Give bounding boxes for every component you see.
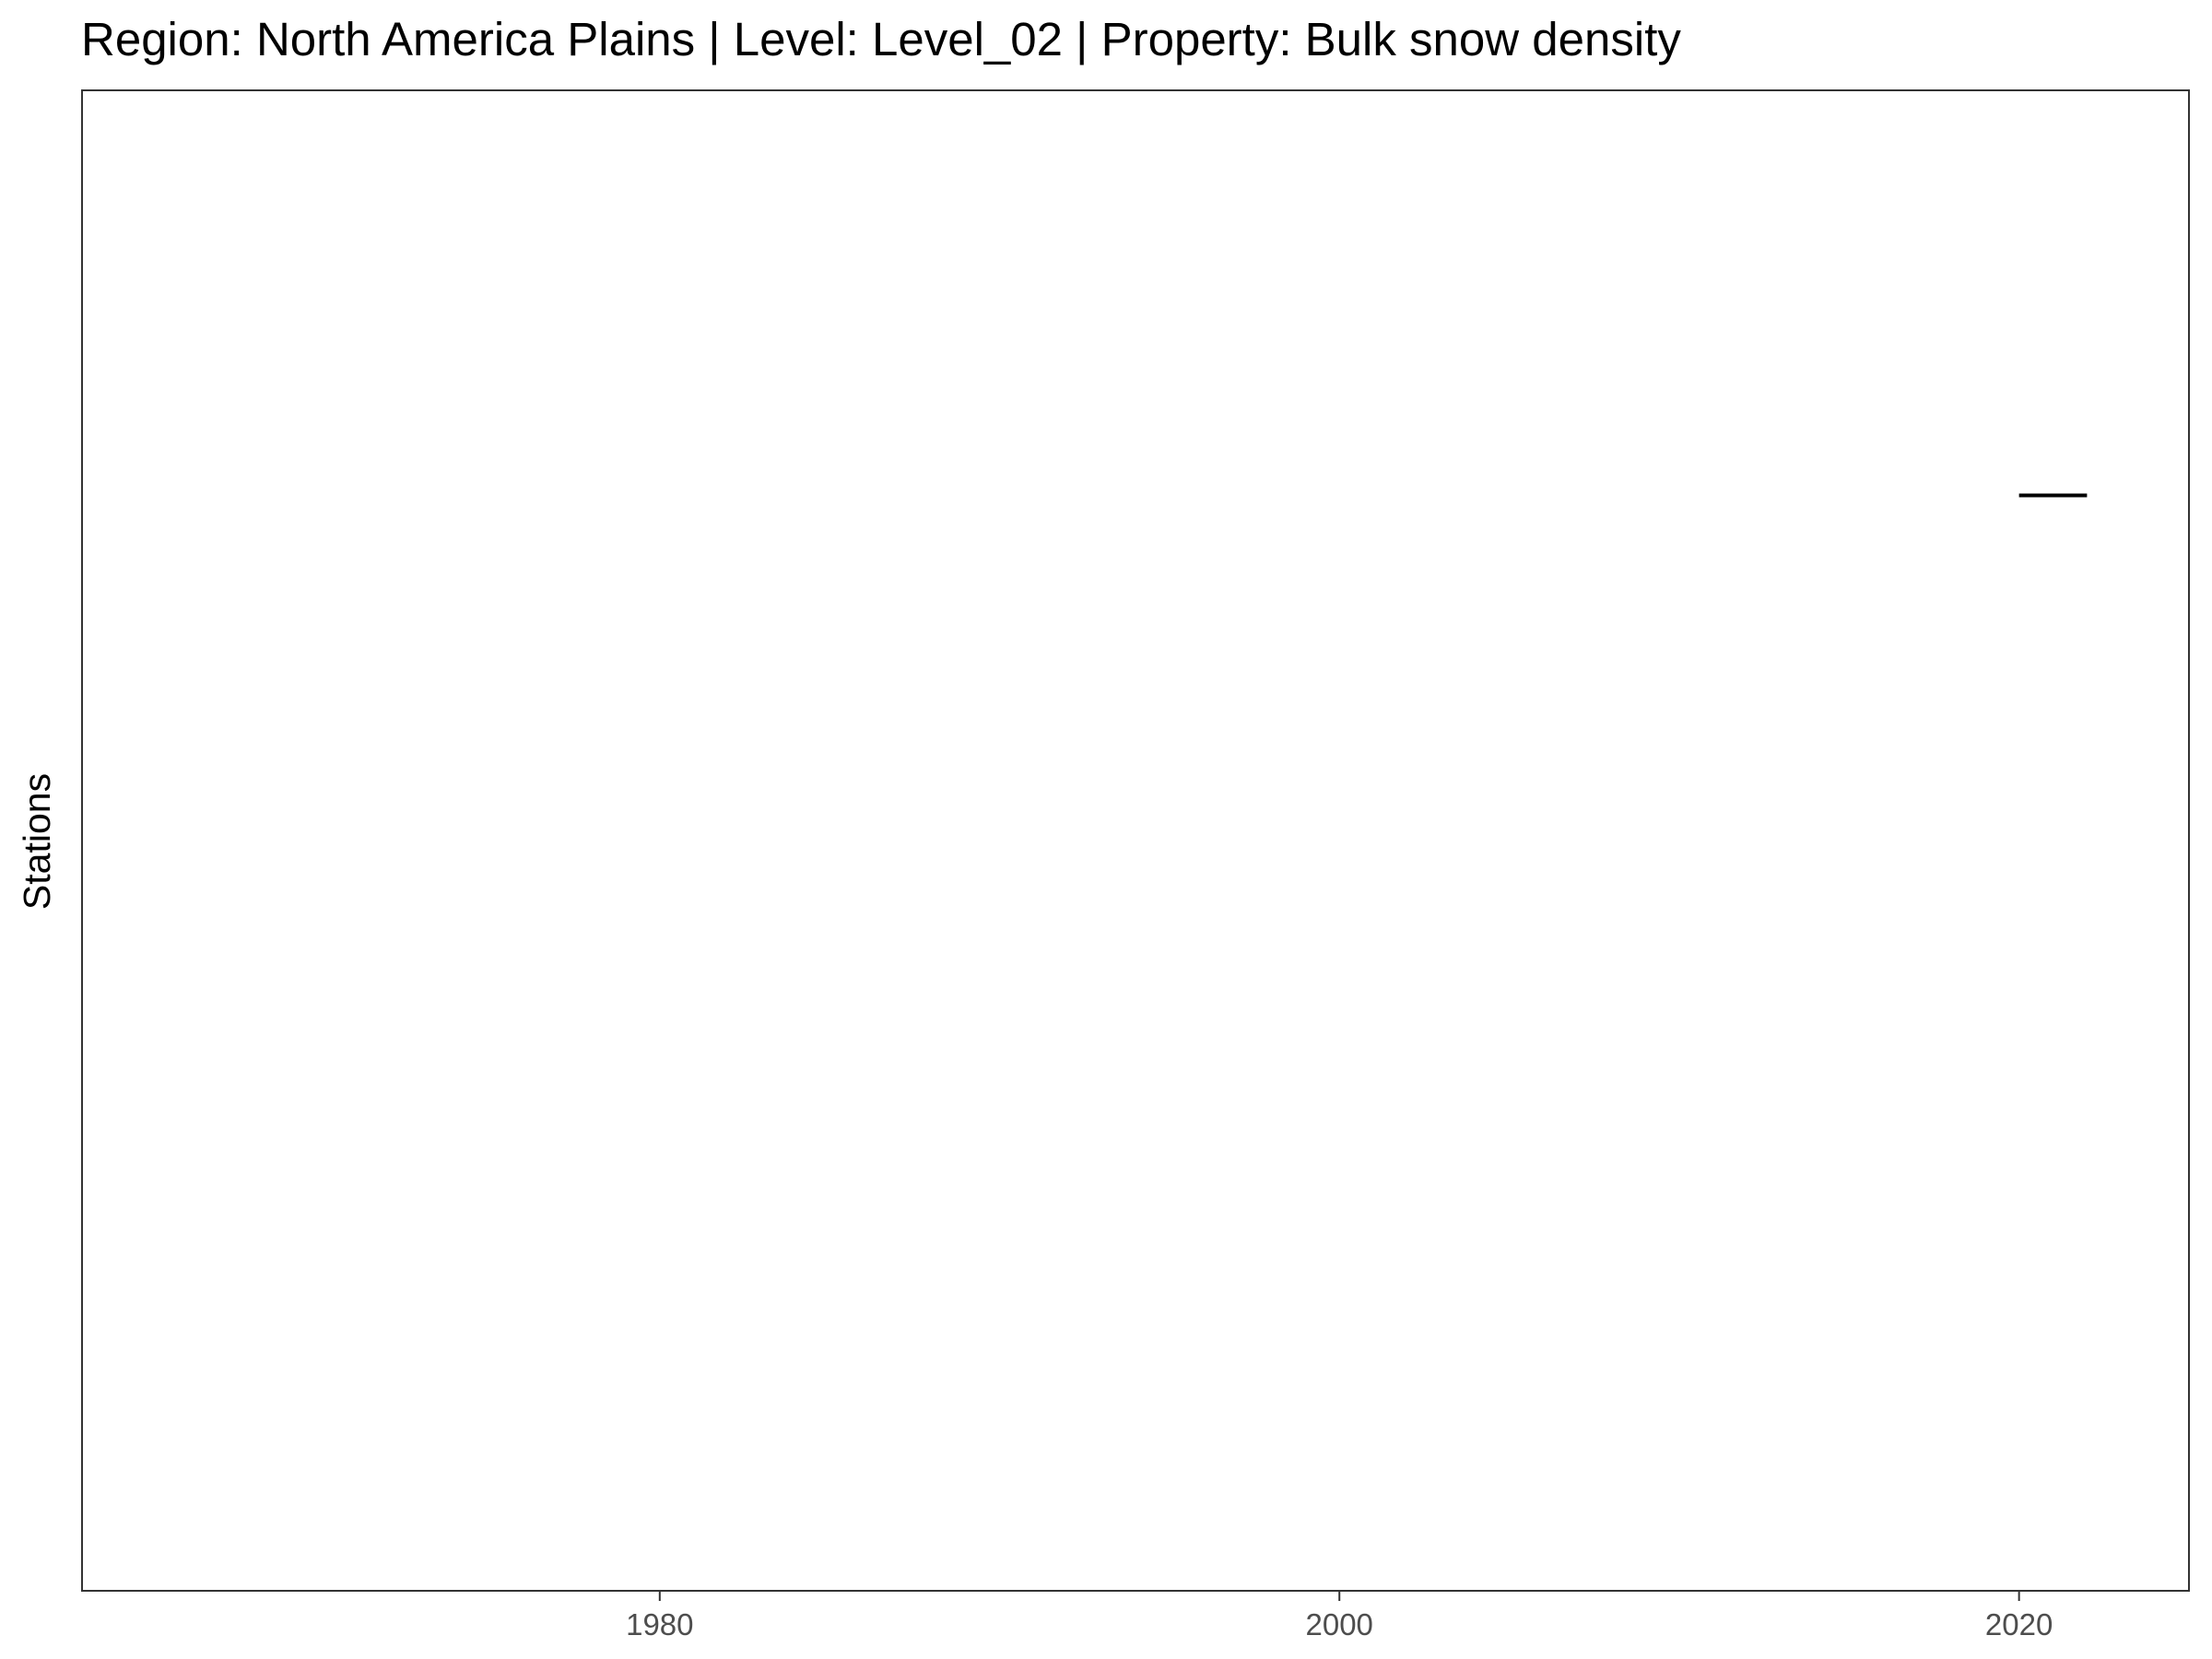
y-axis-title: Stations xyxy=(16,773,58,910)
plot-panel xyxy=(81,89,2190,1592)
x-tick-label: 2000 xyxy=(1306,1607,1373,1641)
chart-title: Region: North America Plains | Level: Le… xyxy=(81,13,1681,65)
x-axis: 1980 2000 2020 xyxy=(626,1591,2053,1641)
x-tick-label: 1980 xyxy=(626,1607,693,1641)
x-tick-label: 2020 xyxy=(1985,1607,2053,1641)
